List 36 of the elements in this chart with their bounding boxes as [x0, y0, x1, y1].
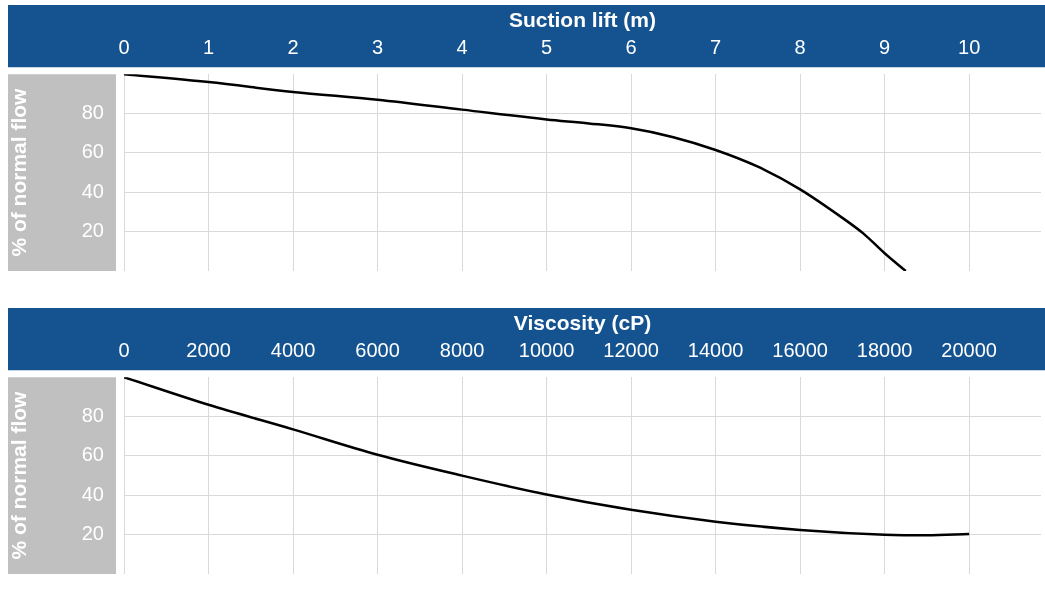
x-tick-label: 20000 [941, 338, 997, 361]
x-tick-label: 8000 [439, 338, 485, 361]
x-tick-label: 0 [118, 338, 130, 361]
x-tick-label: 16000 [772, 338, 828, 361]
x-tick-label: 12000 [603, 338, 659, 361]
x-axis-title: Viscosity (cP) [513, 311, 652, 335]
x-axis-title: Suction lift (m) [509, 8, 656, 32]
line-series [124, 377, 971, 537]
y-tick-label: 20 [81, 219, 104, 242]
y-tick-label: 80 [81, 404, 104, 427]
line-series [124, 74, 908, 271]
x-tick-label: 5 [541, 35, 553, 58]
y-tick-label: 60 [81, 140, 104, 163]
y-axis-title: % of normal flow [7, 87, 31, 257]
y-axis-title: % of normal flow [7, 390, 31, 560]
y-tick-label: 60 [81, 443, 104, 466]
x-tick-label: 6 [625, 35, 637, 58]
x-tick-label: 14000 [687, 338, 744, 361]
x-tick-label: 2 [287, 35, 299, 58]
x-tick-label: 10 [958, 35, 981, 58]
x-tick-label: 10000 [518, 338, 575, 361]
x-tick-label: 6000 [355, 338, 400, 361]
x-tick-label: 2000 [186, 338, 231, 361]
x-tick-label: 4 [456, 35, 468, 58]
y-tick-label: 40 [81, 482, 104, 505]
x-tick-label: 1 [202, 35, 215, 58]
x-tick-label: 9 [879, 35, 891, 58]
x-tick-label: 0 [118, 35, 130, 58]
y-tick-label: 40 [81, 179, 104, 202]
x-tick-label: 7 [710, 35, 722, 58]
x-tick-label: 8 [794, 35, 806, 58]
x-tick-label: 4000 [270, 338, 316, 361]
y-tick-label: 80 [81, 101, 104, 124]
y-tick-label: 20 [81, 522, 104, 545]
x-tick-label: 3 [371, 35, 384, 58]
x-tick-label: 18000 [856, 338, 913, 361]
